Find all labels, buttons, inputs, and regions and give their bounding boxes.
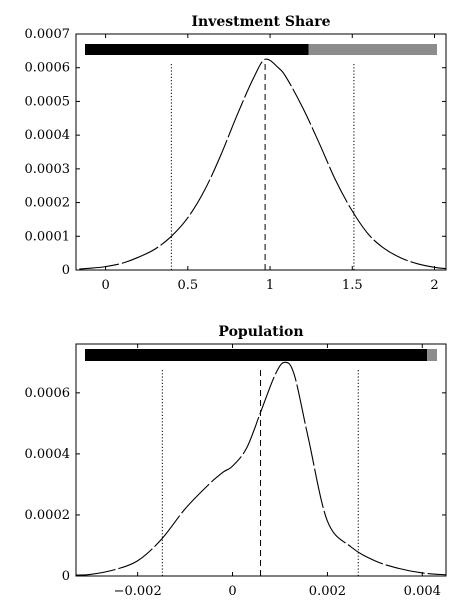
- x-tick-label: 0.002: [309, 584, 346, 599]
- y-tick-label: 0.0004: [25, 128, 71, 143]
- x-tick-label: 1.5: [342, 278, 363, 293]
- chart-population: Population 0 0.0002 0.0004 0.0006 −0.002 0 0.00…: [25, 324, 447, 599]
- y-tick-label: 0.0006: [25, 386, 71, 401]
- x-tick-label: 1: [266, 278, 274, 293]
- y-tick-label: 0.0002: [25, 508, 71, 523]
- share-bar-light: [308, 44, 437, 55]
- share-bar-dark: [85, 44, 309, 55]
- x-tick-label: 0: [101, 278, 109, 293]
- x-tick-label: 2: [430, 278, 438, 293]
- y-tick-label: 0.0002: [25, 196, 71, 211]
- y-tick-label: 0.0004: [25, 447, 71, 462]
- chart-title: Investment Share: [191, 14, 330, 30]
- x-tick-label: −0.002: [114, 584, 162, 599]
- plot-frame: [75, 33, 447, 271]
- share-bar-dark: [85, 349, 428, 361]
- y-tick-label: 0: [62, 263, 70, 278]
- share-bar-light: [427, 349, 437, 361]
- y-tick-label: 0: [62, 569, 70, 584]
- x-tick-label: 0: [228, 584, 236, 599]
- y-tick-label: 0.0003: [25, 162, 71, 177]
- x-tick-label: 0.5: [177, 278, 198, 293]
- density-curve: [79, 58, 447, 270]
- y-tick-label: 0.0001: [25, 229, 71, 244]
- y-tick-label: 0.0005: [25, 94, 71, 109]
- y-tick-label: 0.0007: [25, 27, 71, 42]
- chart-title: Population: [218, 324, 303, 340]
- x-tick-label: 0.004: [404, 584, 441, 599]
- density-curve: [75, 361, 447, 576]
- chart-investment-share: Investment Share 0 0.0001 0.0002 0.0003 0.000…: [25, 14, 447, 293]
- y-tick-label: 0.0006: [25, 61, 71, 76]
